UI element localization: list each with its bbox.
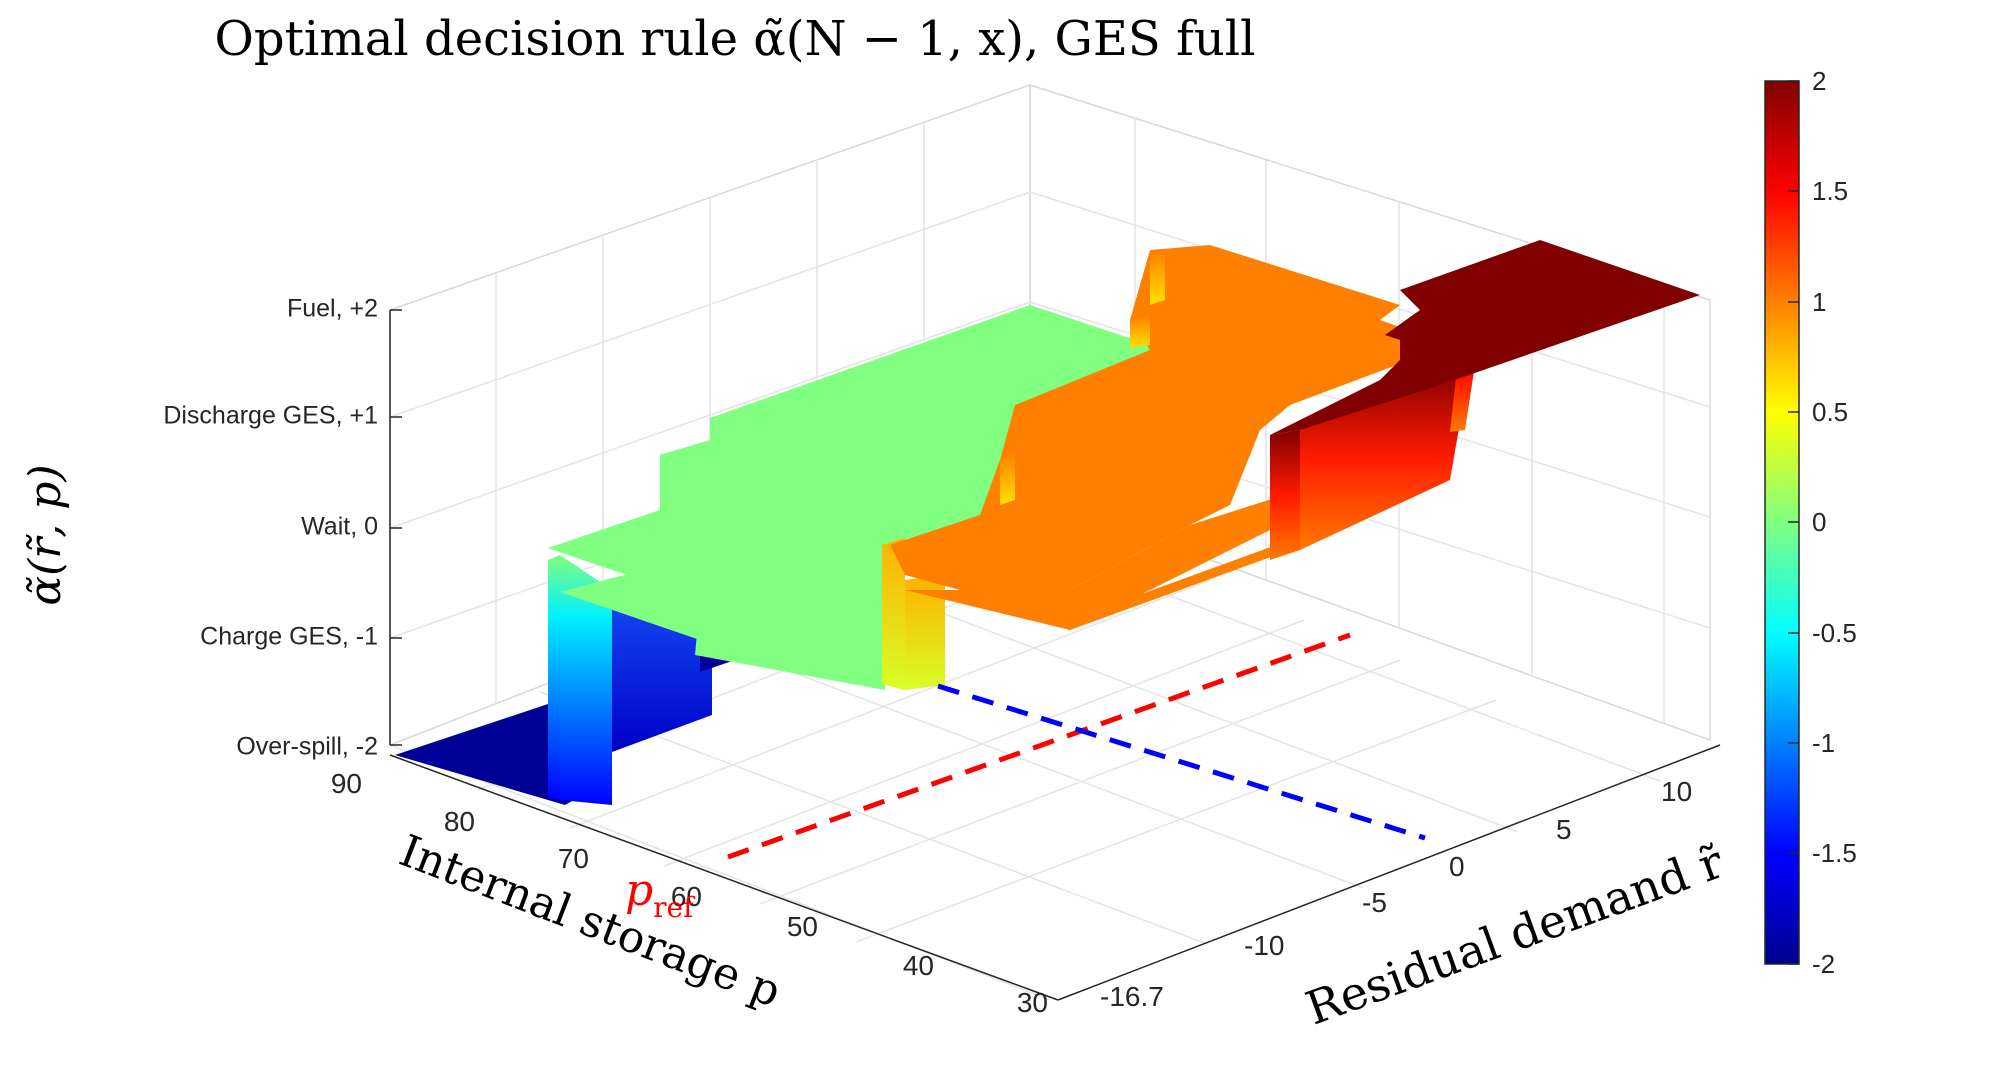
x-tick: -16.7: [1100, 981, 1164, 1012]
colorbar-tick: 1.5: [1812, 176, 1848, 206]
colorbar-tick: -2: [1812, 949, 1835, 979]
colorbar-tick: 0: [1812, 507, 1826, 537]
colorbar-tick: 0.5: [1812, 397, 1848, 427]
x-tick: 5: [1556, 814, 1572, 845]
colorbar-tick: 2: [1812, 66, 1826, 96]
y-axis-label: Internal storage p: [393, 825, 788, 1017]
region-charge-face: [548, 555, 560, 800]
region-step-yellow-2: [905, 575, 945, 690]
x-axis-label: Residual demand r̃: [1299, 834, 1730, 1035]
p-ref-symbol: p: [625, 865, 653, 916]
x-tick: 0: [1449, 851, 1465, 882]
z-tick-labels: Fuel, +2 Discharge GES, +1 Wait, 0 Charg…: [163, 295, 378, 761]
region-discharge-face-3: [1150, 250, 1165, 305]
x-tick: -10: [1244, 930, 1284, 961]
chart-title: Optimal decision rule α̃(N − 1, x), GES …: [215, 11, 1256, 67]
z-tick: Wait, 0: [301, 513, 378, 541]
y-tick-labels: 90 80 70 60 50 40 30: [331, 768, 1048, 1018]
reference-lines: [727, 632, 1426, 860]
region-fuel: [1270, 240, 1700, 435]
p-ref-subscript: ref: [653, 891, 696, 924]
y-tick: 80: [444, 806, 475, 837]
region-discharge: [890, 245, 1450, 590]
r-ref-line: [937, 683, 1426, 841]
x-tick-labels: -16.7 -10 -5 0 5 10: [1100, 776, 1692, 1012]
decision-surface: [395, 240, 1700, 805]
y-tick: 60: [671, 881, 702, 912]
colorbar: 2 1.5 1 0.5 0 -0.5 -1 -1.5 -2: [1764, 66, 1857, 979]
region-discharge-face: [1000, 452, 1015, 505]
colorbar-tick: 1: [1812, 287, 1826, 317]
z-tick: Charge GES, -1: [200, 623, 378, 651]
z-axis-label: α̃(r̃, p): [20, 464, 71, 605]
z-tick: Over-spill, -2: [236, 733, 378, 761]
axis-lines: [389, 309, 1721, 1001]
y-tick: 90: [331, 768, 362, 799]
y-tick: 30: [1017, 987, 1048, 1018]
colorbar-tick: -1.5: [1812, 838, 1857, 868]
z-tick: Discharge GES, +1: [163, 402, 378, 430]
p-ref-label: pref: [625, 865, 696, 924]
region-fuel-face: [1270, 430, 1300, 560]
colorbar-ticks: [1788, 80, 1799, 965]
region-over-spill: [395, 700, 595, 805]
z-tick: Fuel, +2: [287, 295, 378, 323]
region-step-yellow: [882, 538, 905, 690]
region-fuel-face-2: [1300, 365, 1470, 550]
colorbar-tick: -1: [1812, 728, 1835, 758]
region-charge-face-2: [560, 555, 612, 805]
region-wait-2: [560, 560, 895, 685]
y-tick: 50: [787, 911, 818, 942]
colorbar-tick: -0.5: [1812, 618, 1857, 648]
p-ref-line: [727, 632, 1351, 860]
y-tick: 70: [558, 843, 589, 874]
x-tick: -5: [1362, 887, 1387, 918]
y-tick: 40: [903, 950, 934, 981]
region-discharge-face-2: [1130, 315, 1150, 348]
x-tick: 10: [1661, 776, 1692, 807]
region-discharge-3: [945, 540, 1290, 630]
